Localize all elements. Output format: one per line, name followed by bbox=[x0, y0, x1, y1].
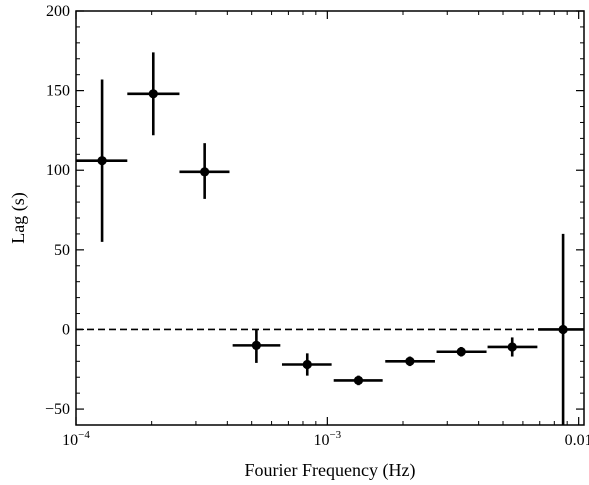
y-tick-label: 50 bbox=[54, 242, 70, 259]
data-point-7 bbox=[385, 356, 435, 367]
data-point-3 bbox=[179, 143, 230, 199]
data-point-2 bbox=[127, 52, 180, 136]
y-axis-title: Lag (s) bbox=[8, 192, 29, 243]
data-marker bbox=[302, 359, 312, 370]
y-tick-label: 100 bbox=[46, 162, 70, 179]
data-marker bbox=[200, 167, 210, 177]
x-tick-label: 10−3 bbox=[313, 429, 341, 449]
data-point-5 bbox=[281, 353, 332, 376]
x-tick-label: 0.01 bbox=[565, 432, 589, 449]
data-point-1 bbox=[76, 79, 128, 242]
data-marker bbox=[251, 340, 261, 350]
x-tick-label: 10−4 bbox=[62, 429, 90, 449]
plot-layer bbox=[76, 52, 584, 425]
data-marker bbox=[353, 375, 364, 386]
y-tick-label: −50 bbox=[45, 401, 70, 418]
y-tick-label: 150 bbox=[46, 83, 70, 100]
data-marker bbox=[456, 347, 466, 357]
x-axis-title: Fourier Frequency (Hz) bbox=[245, 460, 416, 481]
y-tick-label: 0 bbox=[62, 321, 70, 338]
data-marker bbox=[148, 89, 158, 99]
data-point-8 bbox=[436, 346, 487, 357]
tick-layer: −50 0 50 100 150 200 10−4 10−3 0.01 bbox=[45, 3, 589, 449]
data-marker bbox=[558, 324, 568, 335]
data-marker bbox=[97, 156, 107, 166]
y-tick-label: 200 bbox=[46, 3, 70, 20]
data-point-6 bbox=[333, 375, 383, 386]
data-point-4 bbox=[232, 329, 281, 363]
data-marker bbox=[507, 342, 517, 352]
data-point-9 bbox=[487, 337, 538, 357]
data-marker bbox=[405, 356, 415, 366]
